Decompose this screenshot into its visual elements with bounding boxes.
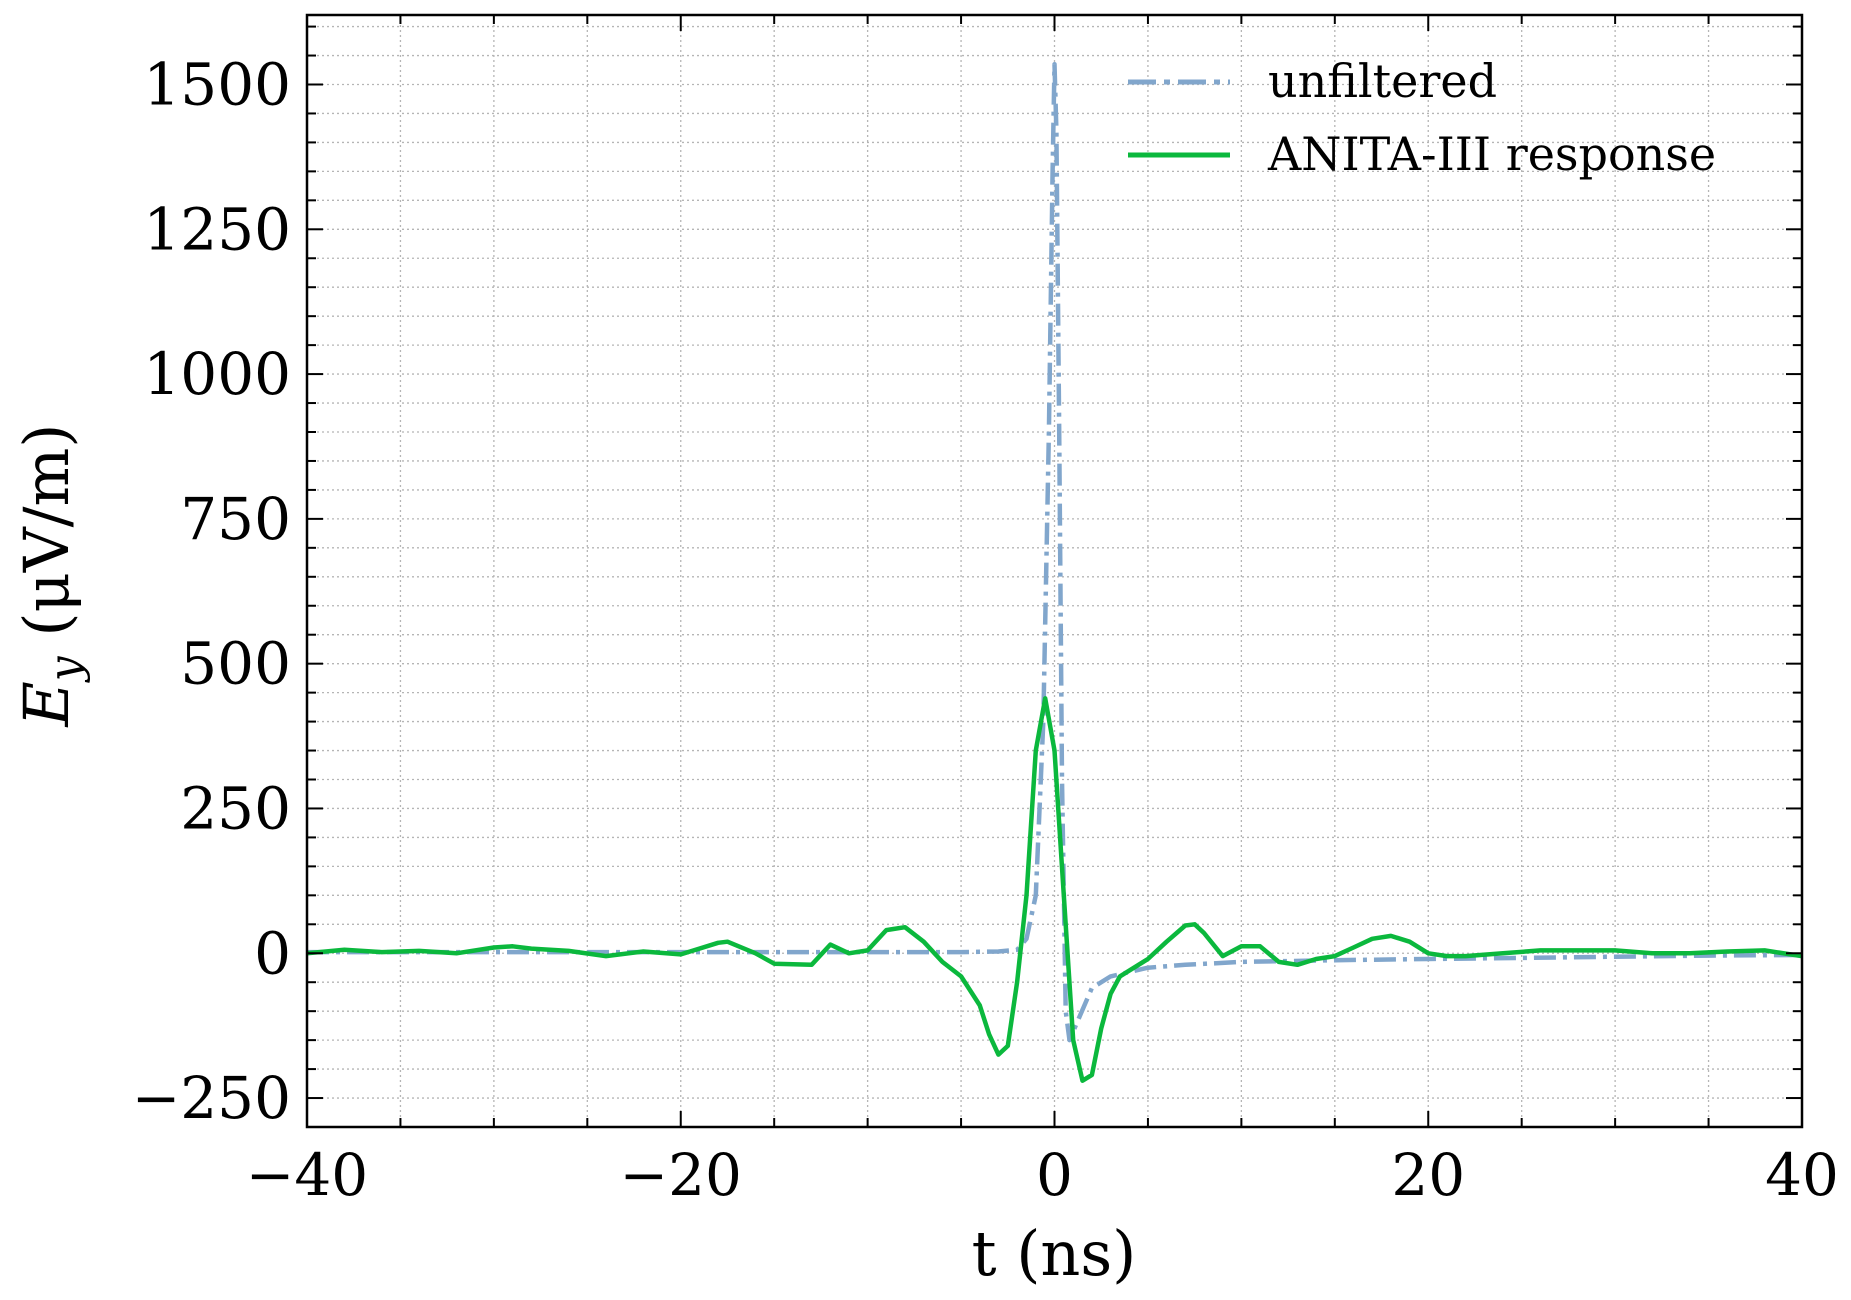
y-tick-label: 0 xyxy=(254,919,291,987)
y-axis-label-main: E xyxy=(10,681,83,727)
y-tick-label: 750 xyxy=(180,485,291,553)
y-axis-label: Ey (μV/m) xyxy=(10,424,91,728)
y-tick-label: 500 xyxy=(180,630,291,698)
y-axis-label-unit: (μV/m) xyxy=(10,424,83,657)
legend-label-unfiltered: unfiltered xyxy=(1268,54,1497,108)
y-tick-label: 250 xyxy=(180,774,291,842)
x-tick-label: 0 xyxy=(1036,1141,1073,1209)
grid xyxy=(306,15,1803,1128)
x-tick-label: 20 xyxy=(1391,1141,1465,1209)
y-tick-label: −250 xyxy=(132,1064,291,1132)
x-tick-label: −40 xyxy=(246,1141,368,1209)
y-tick-label: 1250 xyxy=(143,195,291,263)
x-tick-label: 40 xyxy=(1765,1141,1839,1209)
series-layer xyxy=(307,61,1802,1083)
x-axis-label: t (ns) xyxy=(972,1217,1137,1290)
ticks xyxy=(306,15,1803,1128)
y-axis-label-sub: y xyxy=(40,655,91,683)
legend-label-anita-iii-response: ANITA-III response xyxy=(1267,127,1716,181)
y-tick-label: 1000 xyxy=(143,340,291,408)
tick-labels: −40 −20 0 20 40 −250 0 250 500 750 1000 1250 1500 xyxy=(132,51,1839,1210)
series-line-anita-iii-response xyxy=(307,696,1802,1083)
legend: unfiltered ANITA-III response xyxy=(1128,54,1716,181)
x-tick-label: −20 xyxy=(620,1141,742,1209)
y-tick-label: 1500 xyxy=(143,51,291,119)
